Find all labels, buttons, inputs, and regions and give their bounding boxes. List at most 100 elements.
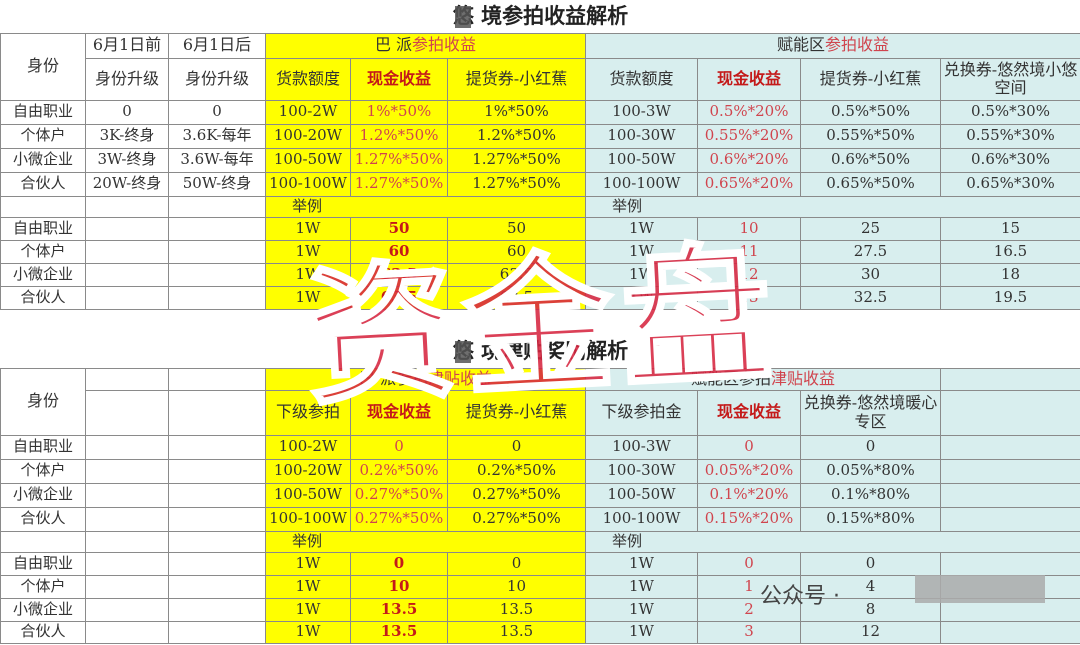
empty-cell: [168, 597, 266, 622]
empty-cell: [168, 506, 266, 532]
empty-cell: [940, 551, 1080, 576]
empty-cell: [168, 458, 266, 484]
cell: 提货券-小红蕉: [447, 389, 586, 436]
empty-cell: [168, 482, 266, 508]
cell: 0: [85, 99, 169, 125]
cell: 1W: [585, 551, 698, 576]
group-header: 巴 派参拍收益: [265, 32, 586, 59]
empty-cell: [940, 482, 1080, 508]
empty-cell: [940, 389, 1080, 436]
empty-cell: [85, 551, 169, 576]
cell: 12: [800, 620, 941, 644]
cell: 自由职业: [0, 551, 86, 576]
empty-cell: [168, 195, 266, 218]
row: 举例 举例: [0, 530, 1080, 553]
cell: 合伙人: [0, 506, 86, 532]
cell: 0.15%*80%: [800, 506, 941, 532]
cell: 100-2W: [265, 99, 351, 125]
mask: [455, 6, 471, 28]
row: 自由职业 1W 0 0 1W 0 0: [0, 551, 1080, 576]
cell: 1W: [585, 239, 698, 264]
cell: 现金收益: [697, 389, 801, 436]
cell: 100-100W: [585, 171, 698, 197]
cell: 0: [697, 434, 801, 460]
empty-cell: [168, 367, 266, 391]
cell: 13: [697, 285, 801, 310]
cell: 提货券-小红蕉: [447, 57, 586, 101]
group-part: 赋能区参拍: [690, 368, 771, 388]
cell: 0.55%*30%: [940, 123, 1080, 149]
row: 自由职业 0 0 100-2W 1%*50% 1%*50% 100-3W 0.5%*20% 0.…: [0, 99, 1080, 125]
empty-cell: [168, 620, 266, 644]
empty-cell: [85, 620, 169, 644]
mask: [455, 341, 471, 363]
cell: 0.27%*50%: [447, 482, 586, 508]
cell: 0.1%*20%: [697, 482, 801, 508]
cell: 20W-终身: [85, 171, 169, 197]
cell: 63.5: [350, 285, 448, 310]
row: 身份升级 身份升级 货款额度 现金收益 提货券-小红蕉 货款额度 现金收益 提货券-小红蕉 兑换…: [1, 57, 1080, 101]
row: 小微企业 100-50W 0.27%*50% 0.27%*50% 100-50W 0.1%…: [0, 482, 1080, 508]
cell: 1.27%*50%: [350, 171, 448, 197]
cell: 0: [800, 434, 941, 460]
empty-cell: [85, 389, 169, 436]
cell: 10: [697, 216, 801, 241]
cell: 10: [350, 574, 448, 599]
empty-cell: [85, 367, 169, 391]
row: 下级参拍 现金收益 提货券-小红蕉 下级参拍金 现金收益 兑换券-悠然境暖心专区: [1, 389, 1080, 436]
empty-cell: [940, 367, 1080, 391]
empty-cell: [168, 434, 266, 460]
group-header: 赋能区参拍收益: [585, 32, 1080, 59]
cell: 3.6K-每年: [168, 123, 266, 149]
cell: 1W: [585, 620, 698, 644]
cell: 0.05%*80%: [800, 458, 941, 484]
empty-cell: [85, 216, 169, 241]
cell: 16.5: [940, 239, 1080, 264]
mask: [915, 575, 1045, 603]
watermark: 公众号 ·: [760, 584, 840, 609]
group-part: 津贴收益: [428, 368, 493, 388]
cell: 100-20W: [265, 458, 351, 484]
cell: 1W: [265, 239, 351, 264]
cell: 1%*50%: [350, 99, 448, 125]
subsidy-table: 悠 境津贴奖励解析 身份巴 派参拍津贴收益 赋能区参拍津贴收益 下级参拍 现金收益 提货券…: [0, 335, 1080, 644]
cell: 合伙人: [0, 620, 86, 644]
cell: 13.5: [447, 620, 586, 644]
cell: 0.5%*30%: [940, 99, 1080, 125]
empty-cell: [85, 195, 169, 218]
cell: 下级参拍: [265, 389, 351, 436]
cell: 100-20W: [265, 123, 351, 149]
empty-cell: [85, 262, 169, 287]
row: 举例 举例: [0, 195, 1080, 218]
cell: 0: [447, 434, 586, 460]
group-part: 赋能区: [776, 35, 825, 55]
empty-cell: [0, 530, 86, 553]
cell: 1.27%*50%: [350, 147, 448, 173]
cell: 100-3W: [585, 99, 698, 125]
cell: 100-50W: [265, 147, 351, 173]
group-part: 参拍收益: [412, 35, 477, 55]
empty-cell: [168, 285, 266, 310]
empty-cell: [168, 574, 266, 599]
cell: 合伙人: [0, 171, 86, 197]
cell: 100-30W: [585, 123, 698, 149]
cell: 100-30W: [585, 458, 698, 484]
empty-cell: [168, 216, 266, 241]
cell: 3K-终身: [85, 123, 169, 149]
group-header: 巴 派参拍津贴收益: [265, 367, 586, 391]
cell: 小微企业: [0, 147, 86, 173]
cell: 自由职业: [0, 434, 86, 460]
cell: 小微企业: [0, 597, 86, 622]
group-part: 巴 派: [374, 35, 413, 55]
empty-cell: [85, 530, 169, 553]
empty-cell: [168, 262, 266, 287]
empty-cell: [85, 239, 169, 264]
cell: 1W: [265, 216, 351, 241]
cell: 13.5: [447, 597, 586, 622]
cell: 6月1日前: [85, 32, 169, 59]
cell: 0: [447, 551, 586, 576]
row: 小微企业 3W-终身 3.6W-每年 100-50W 1.27%*50% 1.27%*50…: [0, 147, 1080, 173]
cell: 1W: [265, 551, 351, 576]
cell: 身份: [0, 367, 86, 436]
cell: 19.5: [940, 285, 1080, 310]
